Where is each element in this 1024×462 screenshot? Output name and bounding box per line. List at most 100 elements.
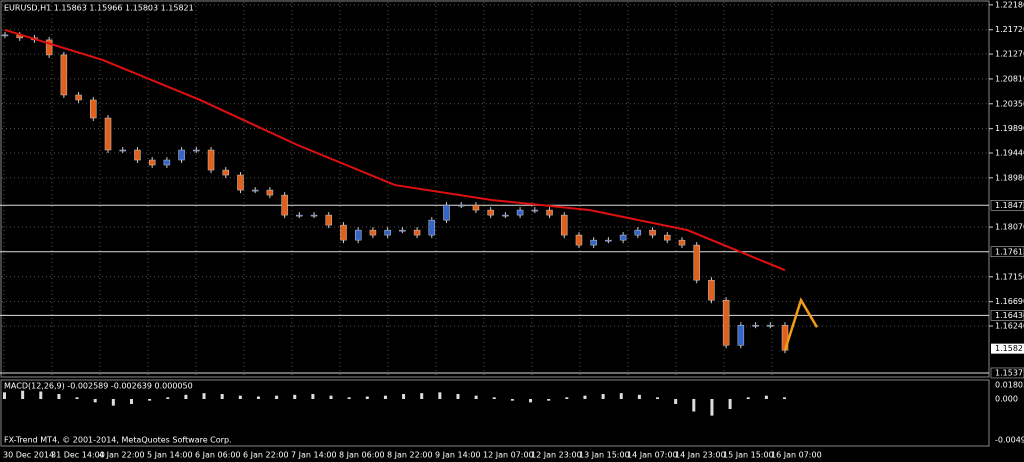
macd-bar xyxy=(728,399,732,409)
macd-bar xyxy=(438,392,442,399)
candle xyxy=(443,204,450,221)
macd-bar xyxy=(583,395,587,399)
macd-bar xyxy=(529,399,533,403)
macd-bar xyxy=(383,395,387,399)
price-label: 1.20810 xyxy=(995,74,1024,83)
macd-bar xyxy=(565,397,569,399)
candle xyxy=(178,149,185,161)
candle xyxy=(546,209,553,216)
level-box xyxy=(990,246,1024,258)
macd-bar xyxy=(692,399,696,412)
time-label: 15 Jan 15:00 xyxy=(723,451,774,460)
candle xyxy=(472,204,480,211)
candle xyxy=(237,174,244,191)
price-label: 1.22180 xyxy=(995,0,1024,9)
candle xyxy=(575,234,583,246)
candle xyxy=(693,244,700,281)
candle xyxy=(369,229,377,236)
macd-bar xyxy=(293,394,297,399)
main-frame xyxy=(0,0,990,378)
candle xyxy=(90,99,97,119)
candle xyxy=(678,239,686,246)
macd-bar xyxy=(637,394,641,399)
price-label: 1.20350 xyxy=(995,99,1024,108)
price-label: 1.17150 xyxy=(995,272,1024,281)
copyright: FX-Trend MT4, © 2001-2014, MetaQuotes So… xyxy=(4,436,232,445)
level-label: 1.16436 xyxy=(995,311,1024,320)
level-label: 1.18473 xyxy=(995,201,1024,210)
level-box xyxy=(990,310,1024,321)
level-box xyxy=(990,200,1024,211)
macd-bar xyxy=(456,394,460,399)
candle xyxy=(516,209,524,216)
macd-bar xyxy=(510,399,514,401)
candle xyxy=(487,209,494,216)
time-label: 6 Jan 22:00 xyxy=(243,451,289,460)
candle xyxy=(266,189,274,196)
time-label: 8 Jan 22:00 xyxy=(387,451,433,460)
time-label: 4 Jan 22:00 xyxy=(99,451,145,460)
price-label: 1.21270 xyxy=(995,50,1024,59)
macd-bar xyxy=(93,399,97,403)
candle xyxy=(531,209,539,212)
candle xyxy=(119,149,126,152)
macd-bar xyxy=(764,395,768,399)
time-label: 5 Jan 14:00 xyxy=(147,451,193,460)
candle xyxy=(590,239,597,246)
time-label: 6 Jan 06:00 xyxy=(195,451,241,460)
macd-bar xyxy=(601,394,605,399)
candle xyxy=(649,229,656,236)
candle xyxy=(75,94,82,101)
candle xyxy=(222,169,230,176)
macd-label: -0.00492 xyxy=(995,436,1024,445)
current-box xyxy=(991,343,1024,354)
macd-bar xyxy=(184,394,188,399)
macd-bar xyxy=(57,394,61,399)
candle xyxy=(148,159,156,166)
candle xyxy=(134,149,141,161)
candle xyxy=(560,214,568,236)
macd-bar xyxy=(75,397,79,399)
candle xyxy=(605,239,612,242)
time-label: 7 Jan 14:00 xyxy=(291,451,337,460)
macd-bar xyxy=(220,394,224,399)
price-label: 1.19440 xyxy=(995,148,1024,157)
macd-bar xyxy=(710,399,714,416)
time-label: 14 Jan 07:00 xyxy=(627,451,678,460)
macd-bar xyxy=(474,395,478,399)
projection xyxy=(783,297,819,351)
candle xyxy=(413,229,421,236)
macd-bar xyxy=(111,399,115,406)
price-label: 1.16240 xyxy=(995,321,1024,330)
macd-bar xyxy=(492,397,496,399)
macd-bar xyxy=(311,394,315,399)
macd-bar xyxy=(238,395,242,399)
time-label: 30 Dec 2014 xyxy=(3,451,54,460)
candle xyxy=(1,34,9,37)
price-label: 1.19890 xyxy=(995,124,1024,133)
macd-bar xyxy=(619,393,623,399)
candle xyxy=(296,214,303,217)
macd-bar xyxy=(656,397,660,399)
time-label: 16 Jan 07:00 xyxy=(771,451,822,460)
time-label: 9 Jan 14:00 xyxy=(435,451,481,460)
candle xyxy=(207,149,215,171)
level-label: 1.17613 xyxy=(995,247,1024,256)
macd-bar xyxy=(783,397,786,399)
price-label: 1.21720 xyxy=(995,25,1024,34)
candle xyxy=(340,224,347,241)
macd-bar xyxy=(329,395,333,399)
candle xyxy=(354,229,362,241)
moving-average xyxy=(4,28,786,272)
level-box xyxy=(990,367,1024,379)
candle xyxy=(399,229,406,232)
candle xyxy=(193,149,200,152)
candle xyxy=(767,324,774,327)
time-label: 31 Dec 14:00 xyxy=(51,451,105,460)
macd-bar xyxy=(674,399,678,404)
candle xyxy=(634,229,642,236)
macd-bar xyxy=(148,399,152,401)
candle xyxy=(384,229,391,236)
